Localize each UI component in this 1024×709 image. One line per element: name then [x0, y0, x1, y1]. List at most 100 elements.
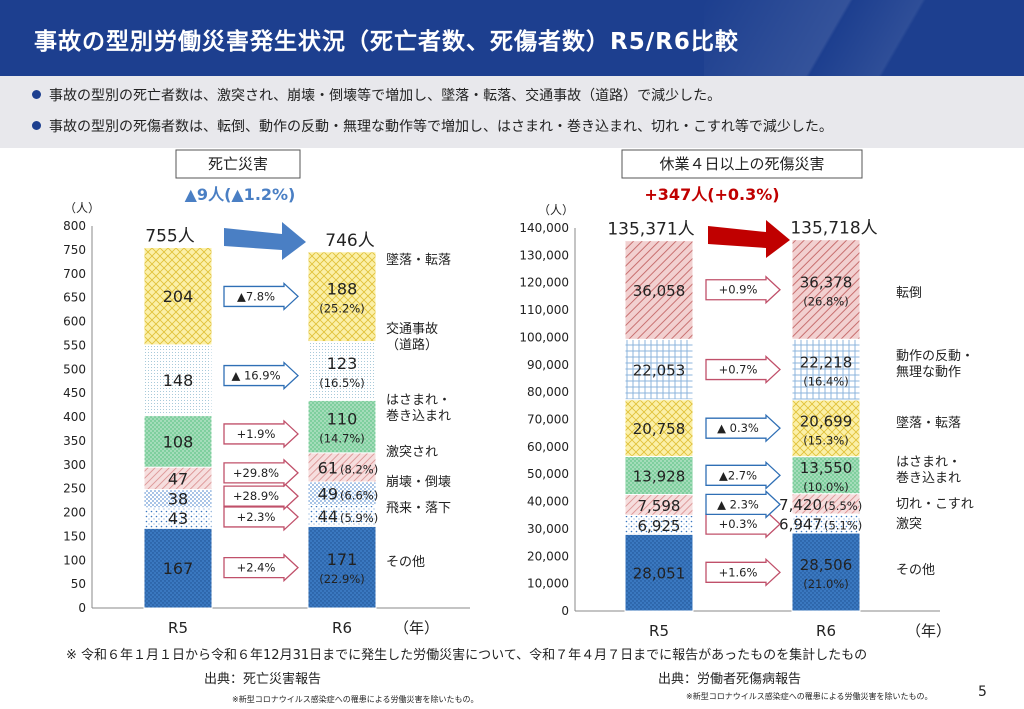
series-change-arrow-label: ▲ 0.3% — [717, 421, 759, 435]
bar-segment — [143, 246, 213, 346]
x-tick-label: R5 — [168, 619, 188, 637]
series-change-arrow-label: +1.9% — [237, 427, 276, 441]
series-label: 飛来・落下 — [386, 501, 451, 516]
bar-segment — [791, 399, 861, 458]
y-tick-label: 0 — [78, 601, 86, 615]
bar-segment — [624, 533, 694, 612]
y-tick-label: 750 — [63, 243, 86, 257]
percent-label: (16.4%) — [803, 375, 849, 389]
series-label: 墜落・転落 — [896, 415, 961, 431]
series-label: 交通事故 — [386, 321, 438, 337]
y-tick-label: 650 — [63, 291, 86, 305]
data-label: 167 — [163, 559, 194, 578]
data-label: 108 — [163, 432, 194, 451]
data-label: 7,598 — [638, 497, 681, 515]
data-label: 123 — [327, 354, 358, 373]
series-label: 無理な動作 — [896, 365, 961, 380]
bar-segment — [143, 344, 213, 417]
y-unit-label: （人） — [64, 201, 100, 215]
y-tick-label: 140,000 — [519, 221, 569, 235]
summary-box: 事故の型別の死亡者数は、激突され、崩壊・倒壊等で増加し、墜落・転落、交通事故（道… — [0, 76, 1024, 148]
series-label: 切れ・こすれ — [896, 497, 974, 512]
bar-segment — [624, 338, 694, 401]
data-label: 6,925 — [638, 517, 681, 535]
y-tick-label: 350 — [63, 434, 86, 448]
x-axis-year-label: （年） — [906, 622, 951, 640]
data-label: 44 — [318, 507, 338, 526]
series-change-arrow — [705, 489, 781, 519]
overall-change-arrow — [224, 222, 306, 260]
series-label: 墜落・転落 — [386, 252, 451, 268]
series-label: （道路） — [386, 337, 438, 353]
series-change-arrow-label: +2.4% — [237, 561, 276, 575]
x-tick-label: R6 — [816, 622, 836, 640]
data-label: 13,550 — [800, 459, 853, 477]
bar-segment — [624, 240, 694, 340]
footnote: ※ 令和６年１月１日から令和６年12月31日までに発生した労働災害について、令和… — [66, 648, 868, 663]
y-tick-label: 10,000 — [527, 577, 569, 591]
x-axis-year-label: （年） — [394, 619, 439, 637]
series-change-arrow-label: +29.8% — [233, 466, 279, 480]
small-note-right: ※新型コロナウイルス感染症への罹患による労働災害を除いたもの。 — [686, 692, 933, 701]
data-label: 148 — [163, 371, 194, 390]
page-title: 事故の型別労働災害発生状況（死亡者数、死傷者数）R5/R6比較 — [34, 29, 739, 55]
percent-label: (5.1%) — [824, 519, 862, 533]
bar-segment — [791, 239, 861, 340]
series-change-arrow — [705, 355, 781, 385]
series-change-arrow — [223, 458, 299, 488]
x-tick-label: R5 — [649, 622, 669, 640]
data-label: 38 — [168, 490, 188, 509]
small-note-left: ※新型コロナウイルス感染症への罹患による労働災害を除いたもの。 — [232, 695, 479, 704]
y-tick-label: 100,000 — [519, 330, 569, 344]
percent-label: (6.6%) — [340, 489, 378, 503]
x-tick-label: R6 — [332, 619, 352, 637]
series-change-arrow-label: ▲ 2.3% — [717, 497, 759, 511]
source-right: 出典：労働者死傷病報告 — [658, 672, 802, 687]
percent-label: (5.9%) — [340, 511, 378, 525]
series-change-arrow — [223, 419, 299, 449]
series-change-arrow — [223, 553, 299, 583]
bar-segment — [624, 399, 694, 457]
y-tick-label: 30,000 — [527, 522, 569, 536]
series-label: 転倒 — [896, 286, 922, 301]
bar-segment — [624, 455, 694, 496]
y-tick-label: 200 — [63, 506, 86, 520]
fatal-accidents-chart: 死亡災害 （人） 0 50 100 150 200 250 300 350 400 450 500 550… — [63, 149, 470, 637]
bar-segment — [307, 452, 377, 483]
y-tick-label: 250 — [63, 482, 86, 496]
series-change-arrow — [705, 413, 781, 443]
series-change-arrow-label: +0.9% — [719, 283, 758, 297]
total-label: 755人 — [145, 226, 194, 246]
series-change-arrow — [705, 460, 781, 490]
overall-change-arrow — [708, 220, 790, 258]
total-label: 135,718人 — [790, 219, 877, 239]
series-label: 巻き込まれ — [896, 471, 961, 486]
data-label: 204 — [163, 287, 194, 306]
percent-label: (14.7%) — [319, 432, 365, 446]
series-label: 崩壊・倒壊 — [386, 475, 451, 490]
data-label: 171 — [327, 550, 358, 569]
data-label: 6,947 — [779, 516, 822, 534]
series-change-arrow — [223, 281, 299, 311]
y-tick-label: 150 — [63, 529, 86, 543]
chart-title: 死亡災害 — [208, 155, 268, 173]
y-tick-label: 600 — [63, 315, 86, 329]
series-change-arrow — [705, 275, 781, 305]
data-label: 28,506 — [800, 556, 853, 574]
data-label: 36,378 — [800, 273, 853, 291]
y-tick-label: 400 — [63, 410, 86, 424]
data-label: 20,758 — [633, 420, 686, 438]
data-label: 13,928 — [633, 467, 686, 485]
slide-header: 事故の型別労働災害発生状況（死亡者数、死傷者数）R5/R6比較 — [0, 0, 1024, 76]
percent-label: (15.3%) — [803, 433, 849, 447]
y-tick-label: 800 — [63, 219, 86, 233]
series-label: 動作の反動・ — [896, 349, 974, 364]
bar-segment — [307, 399, 377, 454]
data-label: 20,699 — [800, 412, 853, 430]
data-label: 61 — [318, 458, 338, 477]
total-label: 135,371人 — [607, 220, 694, 240]
bar-segment — [143, 415, 213, 468]
data-label: 110 — [327, 410, 358, 429]
y-unit-label: （人） — [538, 203, 574, 217]
